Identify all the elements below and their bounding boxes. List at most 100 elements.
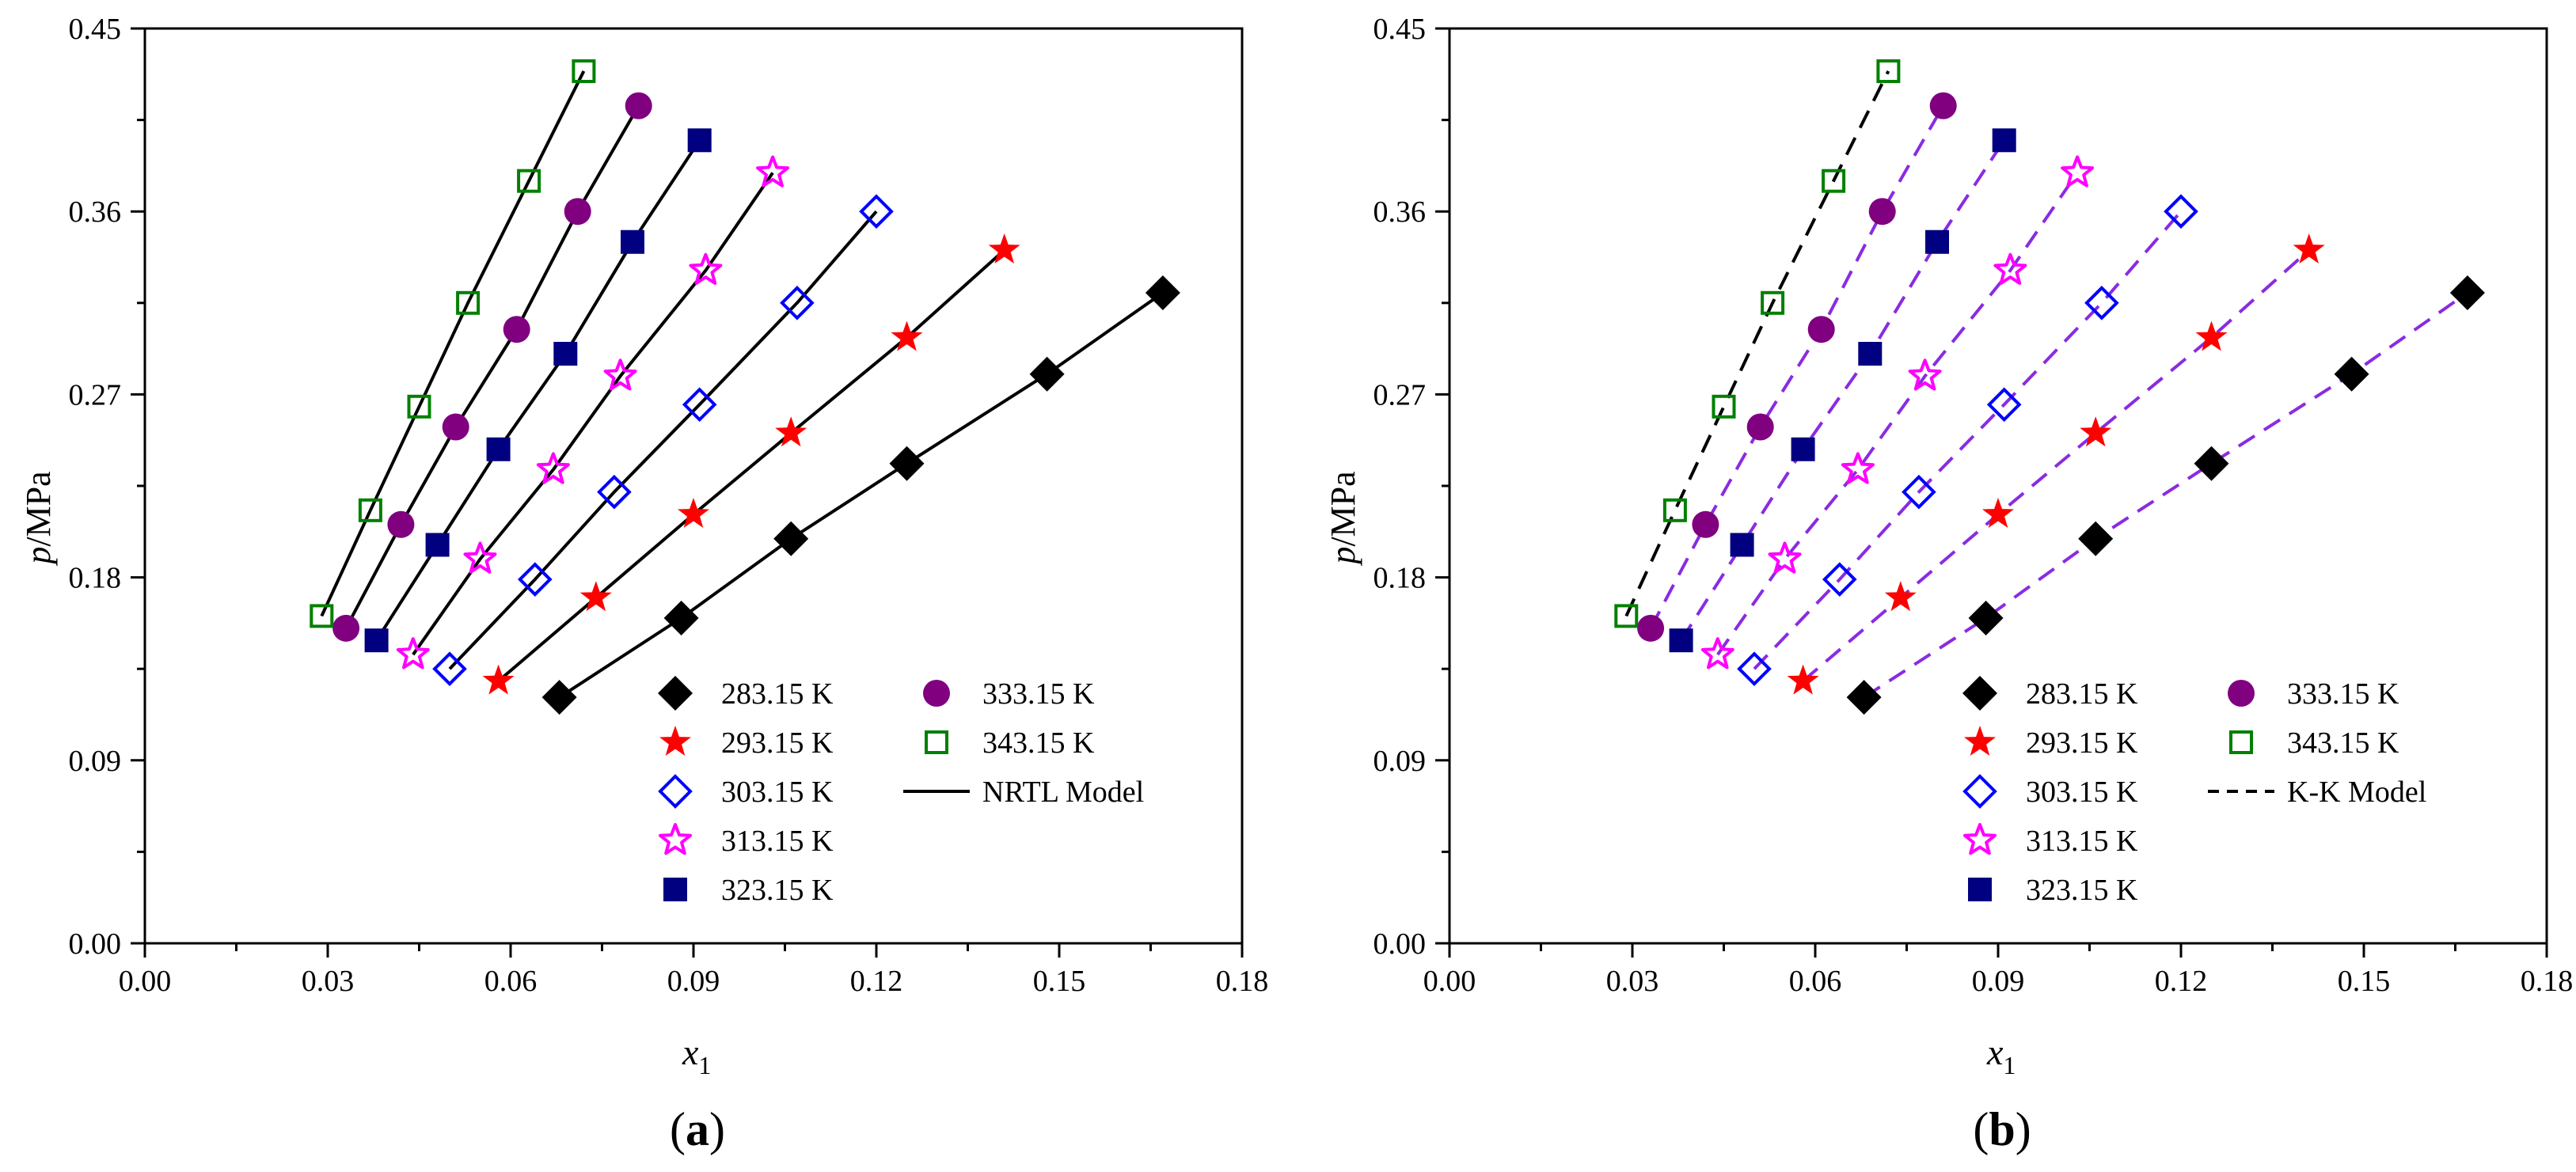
data-point xyxy=(775,416,807,447)
data-point xyxy=(663,600,699,635)
data-point xyxy=(621,229,644,254)
data-point xyxy=(407,394,431,419)
data-point xyxy=(1884,581,1917,612)
legend-label: 303.15 K xyxy=(721,776,834,809)
data-point xyxy=(536,452,570,484)
x-axis-label-sub: 1 xyxy=(698,1051,711,1079)
data-point xyxy=(2061,155,2095,188)
data-point xyxy=(541,680,577,715)
model-fit-line-4 xyxy=(412,172,774,656)
legend-label: 343.15 K xyxy=(982,726,1095,760)
data-point xyxy=(1992,128,2016,153)
chart-panel-1: 0.00 0.03 0.06 0.09 0.12 0.15 0.18 0.00 0.09 0.18… xyxy=(19,13,1268,1155)
data-point xyxy=(780,285,815,320)
model-fit-line-5 xyxy=(1679,139,2006,642)
data-point xyxy=(1858,342,1883,366)
series-6 xyxy=(1637,92,1957,642)
legend-model-label: NRTL Model xyxy=(982,776,1144,809)
data-point xyxy=(364,628,389,653)
model-fit-line-3 xyxy=(1753,210,2183,670)
y-tick-label: 0.36 xyxy=(1373,195,1427,229)
data-point xyxy=(2293,233,2325,264)
data-point xyxy=(572,59,596,83)
legend-label: 333.15 K xyxy=(2287,677,2399,711)
series-4 xyxy=(396,155,790,669)
legend-label: 343.15 K xyxy=(2287,726,2399,760)
x-tick-label: 0.03 xyxy=(302,965,355,998)
data-point xyxy=(1807,316,1835,343)
data-point xyxy=(1730,533,1754,557)
data-point xyxy=(358,498,382,522)
legend-label: 283.15 K xyxy=(721,677,834,711)
data-point xyxy=(1787,664,1819,695)
model-fit-line-7 xyxy=(1624,70,1890,617)
x-axis-label-main: x xyxy=(682,1032,699,1072)
data-point xyxy=(1700,637,1734,669)
data-point xyxy=(387,510,415,538)
y-tick-label: 0.45 xyxy=(69,13,122,46)
series-7 xyxy=(1614,59,1901,628)
y-axis-label: p/MPa xyxy=(1324,471,1362,566)
data-point xyxy=(1986,387,2022,423)
data-point xyxy=(1737,651,1772,687)
model-fit-line-2 xyxy=(497,248,1006,683)
series-1 xyxy=(1846,275,2485,715)
data-point xyxy=(1982,498,2014,528)
legend-marker xyxy=(663,878,687,901)
data-point xyxy=(1746,413,1774,441)
series-1 xyxy=(541,275,1180,715)
data-point xyxy=(396,637,430,669)
x-tick-label: 0.00 xyxy=(119,965,172,998)
data-point xyxy=(486,437,511,461)
legend-model-label: K-K Model xyxy=(2287,776,2426,809)
model-fit-line-1 xyxy=(558,291,1165,699)
y-axis-label-main: p xyxy=(19,547,58,567)
data-point xyxy=(1029,356,1065,392)
x-tick-label: 0.00 xyxy=(1423,965,1476,998)
legend-marker xyxy=(2229,730,2253,754)
data-point xyxy=(889,446,925,481)
data-point xyxy=(503,316,530,343)
legend-marker xyxy=(658,774,693,809)
data-point xyxy=(1145,275,1180,310)
x-tick-label: 0.09 xyxy=(1972,965,2025,998)
legend-marker xyxy=(659,823,692,855)
series-3 xyxy=(432,194,894,687)
data-point xyxy=(432,651,467,687)
data-point xyxy=(2080,416,2112,447)
y-axis-label-main: p xyxy=(1324,547,1362,567)
y-tick-label: 0.09 xyxy=(69,745,122,778)
legend-label: 283.15 K xyxy=(2026,677,2138,711)
legend-marker xyxy=(923,680,950,707)
data-point xyxy=(1993,252,2027,285)
series-3 xyxy=(1737,194,2198,687)
legend-marker xyxy=(659,726,691,756)
legend-marker xyxy=(1962,774,1997,809)
data-point xyxy=(603,358,637,391)
series-2 xyxy=(482,233,1020,695)
y-tick-label: 0.09 xyxy=(1373,745,1427,778)
data-point xyxy=(1868,198,1896,226)
legend-label: 313.15 K xyxy=(2026,825,2138,858)
data-point xyxy=(1662,498,1687,522)
data-point xyxy=(2078,521,2114,556)
y-tick-label: 0.27 xyxy=(69,378,122,412)
series-6 xyxy=(332,92,652,642)
data-point xyxy=(463,541,497,574)
data-point xyxy=(1768,541,1802,574)
data-point xyxy=(2195,320,2228,351)
data-point xyxy=(442,413,469,441)
data-point xyxy=(756,155,790,188)
y-tick-label: 0.45 xyxy=(1373,13,1427,46)
x-tick-label: 0.12 xyxy=(850,965,903,998)
y-axis-label-rest: /MPa xyxy=(19,471,58,546)
legend-marker xyxy=(1963,823,1997,855)
data-point xyxy=(2194,446,2229,481)
series-7 xyxy=(310,59,596,628)
data-point xyxy=(332,614,360,642)
x-tick-label: 0.15 xyxy=(2338,965,2391,998)
legend: 283.15 K 293.15 K 303.15 K 313.15 K 323.15 K… xyxy=(1962,676,2426,907)
y-axis-label-rest: /MPa xyxy=(1324,471,1362,546)
legend-label: 323.15 K xyxy=(721,874,834,907)
data-point xyxy=(2084,285,2119,320)
